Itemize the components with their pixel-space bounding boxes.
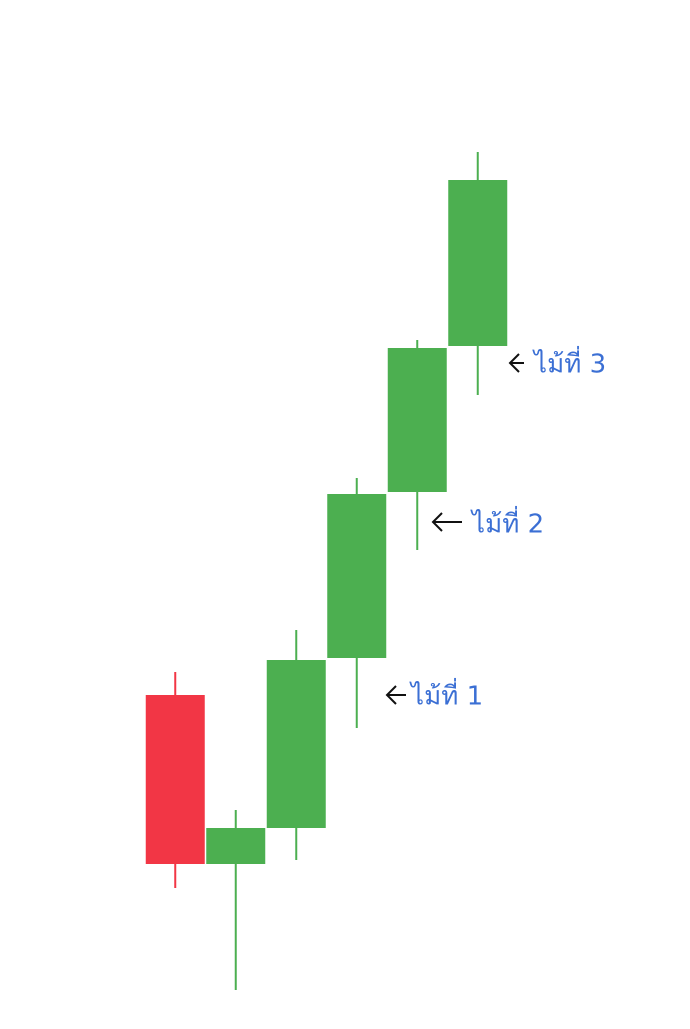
annotation: ไม้ที่ 2 (431, 506, 544, 540)
candle-body (387, 348, 447, 492)
annotation-label: ไม้ที่ 1 (409, 678, 483, 712)
arrow-icon (431, 512, 462, 532)
candle-body (145, 695, 205, 864)
arrow-icon (508, 353, 524, 373)
annotation-label: ไม้ที่ 3 (532, 346, 606, 380)
annotation-label: ไม้ที่ 2 (470, 506, 544, 540)
candle-body (327, 494, 387, 658)
annotation: ไม้ที่ 3 (508, 346, 606, 380)
candle-body (206, 828, 266, 864)
annotation: ไม้ที่ 1 (385, 678, 483, 712)
candle-body (266, 660, 326, 828)
arrow-icon (385, 685, 406, 705)
candle-body (448, 180, 508, 346)
